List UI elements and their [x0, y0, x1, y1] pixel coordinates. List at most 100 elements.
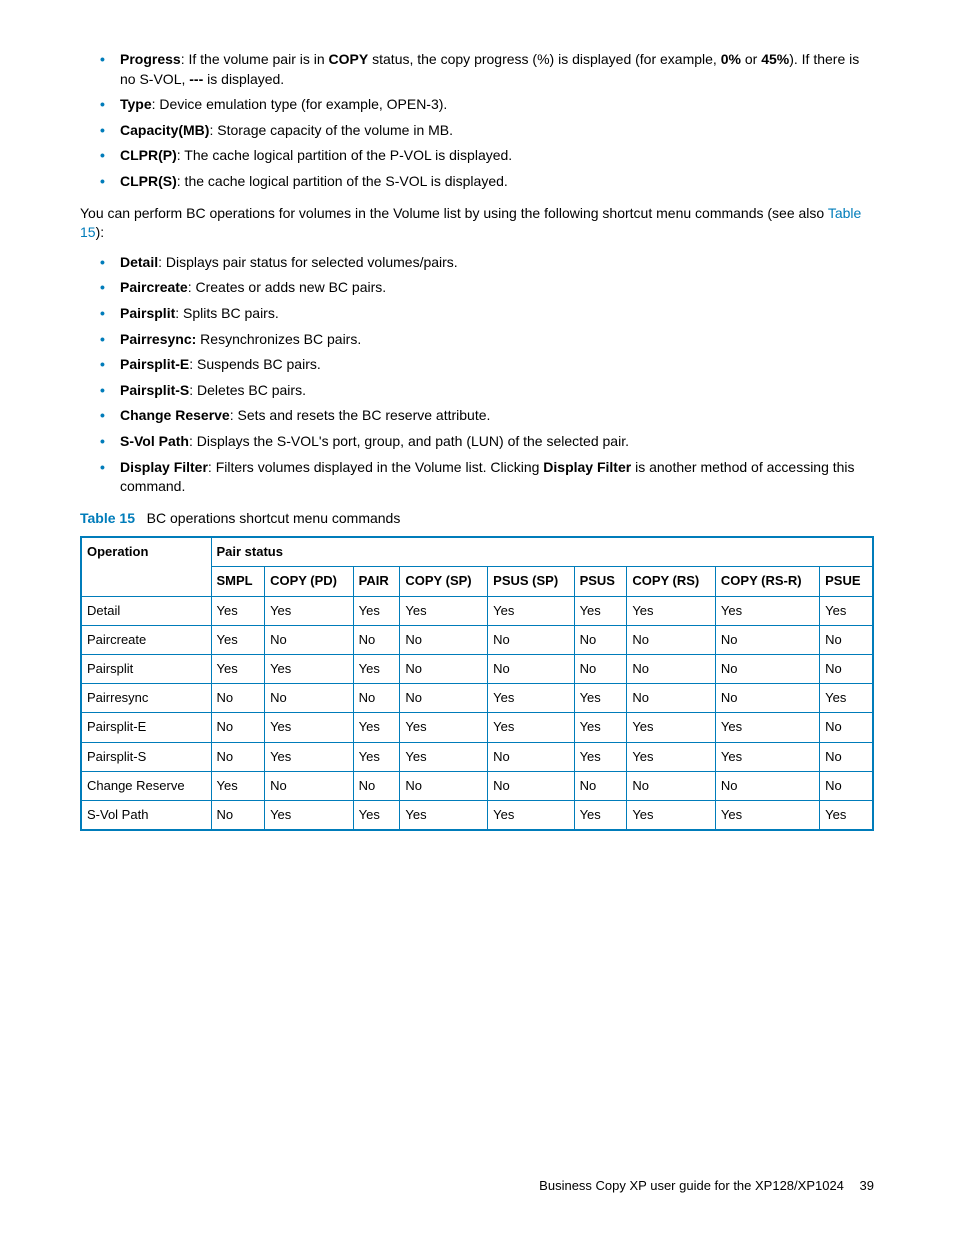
- list-item: Pairsplit-E: Suspends BC pairs.: [120, 355, 874, 375]
- col-header: COPY (RS): [627, 567, 716, 596]
- cell-value: No: [715, 625, 819, 654]
- list-item: Change Reserve: Sets and resets the BC r…: [120, 406, 874, 426]
- cell-value: Yes: [211, 771, 265, 800]
- list-item: Capacity(MB): Storage capacity of the vo…: [120, 121, 874, 141]
- table-row: PaircreateYesNoNoNoNoNoNoNoNo: [81, 625, 873, 654]
- cell-value: Yes: [574, 684, 627, 713]
- term: ---: [189, 71, 203, 87]
- cell-value: No: [627, 771, 716, 800]
- cell-value: Yes: [211, 655, 265, 684]
- cell-value: No: [574, 655, 627, 684]
- term: Display Filter: [120, 459, 208, 475]
- table-row: Pairsplit-SNoYesYesYesNoYesYesYesNo: [81, 742, 873, 771]
- cell-value: No: [211, 684, 265, 713]
- cell-value: Yes: [353, 655, 400, 684]
- term: Pairsplit-E: [120, 356, 189, 372]
- term: COPY: [329, 51, 369, 67]
- cell-value: Yes: [211, 596, 265, 625]
- cell-value: Yes: [627, 742, 716, 771]
- term: Capacity(MB): [120, 122, 209, 138]
- cell-value: Yes: [265, 800, 354, 830]
- list-item: S-Vol Path: Displays the S-VOL's port, g…: [120, 432, 874, 452]
- definition-list-2: Detail: Displays pair status for selecte…: [80, 253, 874, 497]
- cell-value: Yes: [820, 596, 873, 625]
- term-text: : Splits BC pairs.: [175, 305, 278, 321]
- table-row: PairresyncNoNoNoNoYesYesNoNoYes: [81, 684, 873, 713]
- term: S-Vol Path: [120, 433, 189, 449]
- cell-value: No: [400, 771, 488, 800]
- cell-value: Yes: [574, 742, 627, 771]
- cell-value: No: [627, 655, 716, 684]
- list-item: Display Filter: Filters volumes displaye…: [120, 458, 874, 497]
- term-text: : Suspends BC pairs.: [189, 356, 321, 372]
- cell-operation: Pairsplit: [81, 655, 211, 684]
- term: Detail: [120, 254, 158, 270]
- cell-value: No: [820, 771, 873, 800]
- footer-text: Business Copy XP user guide for the XP12…: [539, 1178, 844, 1193]
- cell-value: No: [820, 713, 873, 742]
- cell-operation: Pairresync: [81, 684, 211, 713]
- cell-operation: Change Reserve: [81, 771, 211, 800]
- list-item: Progress: If the volume pair is in COPY …: [120, 50, 874, 89]
- table-row: S-Vol PathNoYesYesYesYesYesYesYesYes: [81, 800, 873, 830]
- term: CLPR(P): [120, 147, 177, 163]
- term-text: : Displays pair status for selected volu…: [158, 254, 458, 270]
- term: Type: [120, 96, 152, 112]
- intro-paragraph: You can perform BC operations for volume…: [80, 204, 874, 243]
- list-item: Pairresync: Resynchronizes BC pairs.: [120, 330, 874, 350]
- cell-value: No: [265, 771, 354, 800]
- cell-value: Yes: [353, 596, 400, 625]
- cell-value: No: [400, 684, 488, 713]
- cell-value: No: [211, 800, 265, 830]
- table-caption-text: BC operations shortcut menu commands: [147, 510, 401, 526]
- cell-value: Yes: [627, 713, 716, 742]
- list-item: Pairsplit-S: Deletes BC pairs.: [120, 381, 874, 401]
- cell-value: No: [400, 625, 488, 654]
- cell-value: No: [627, 684, 716, 713]
- page-footer: Business Copy XP user guide for the XP12…: [539, 1177, 874, 1195]
- cell-value: No: [353, 625, 400, 654]
- term-text: status, the copy progress (%) is display…: [368, 51, 720, 67]
- para-text-a: You can perform BC operations for volume…: [80, 205, 828, 221]
- cell-value: Yes: [715, 596, 819, 625]
- col-pairstatus: Pair status: [211, 537, 873, 567]
- cell-value: No: [820, 742, 873, 771]
- term: Change Reserve: [120, 407, 230, 423]
- term: Pairsplit: [120, 305, 175, 321]
- cell-value: Yes: [715, 713, 819, 742]
- table-row: PairsplitYesYesYesNoNoNoNoNoNo: [81, 655, 873, 684]
- cell-value: No: [353, 684, 400, 713]
- col-header: PSUE: [820, 567, 873, 596]
- cell-value: Yes: [400, 596, 488, 625]
- cell-value: No: [353, 771, 400, 800]
- table-row: Pairsplit-ENoYesYesYesYesYesYesYesNo: [81, 713, 873, 742]
- operations-table: Operation Pair status SMPLCOPY (PD)PAIRC…: [80, 536, 874, 831]
- cell-value: No: [574, 625, 627, 654]
- col-header: COPY (PD): [265, 567, 354, 596]
- cell-value: Yes: [488, 713, 574, 742]
- cell-value: No: [820, 655, 873, 684]
- cell-value: Yes: [265, 742, 354, 771]
- col-operation: Operation: [81, 537, 211, 596]
- cell-value: Yes: [574, 596, 627, 625]
- cell-value: No: [715, 684, 819, 713]
- list-item: CLPR(S): the cache logical partition of …: [120, 172, 874, 192]
- cell-value: No: [574, 771, 627, 800]
- term-text: : Storage capacity of the volume in MB.: [209, 122, 453, 138]
- cell-value: No: [627, 625, 716, 654]
- table-row: DetailYesYesYesYesYesYesYesYesYes: [81, 596, 873, 625]
- term-text: : Deletes BC pairs.: [189, 382, 306, 398]
- col-header: COPY (RS-R): [715, 567, 819, 596]
- cell-value: Yes: [820, 684, 873, 713]
- term-text: : If the volume pair is in: [181, 51, 329, 67]
- cell-value: Yes: [715, 742, 819, 771]
- cell-value: No: [488, 655, 574, 684]
- term: 0%: [721, 51, 741, 67]
- list-item: Paircreate: Creates or adds new BC pairs…: [120, 278, 874, 298]
- term-text: or: [741, 51, 761, 67]
- term-text: : Displays the S-VOL's port, group, and …: [189, 433, 629, 449]
- term-text: : The cache logical partition of the P-V…: [177, 147, 512, 163]
- cell-value: Yes: [488, 800, 574, 830]
- cell-value: No: [211, 713, 265, 742]
- cell-value: Yes: [211, 625, 265, 654]
